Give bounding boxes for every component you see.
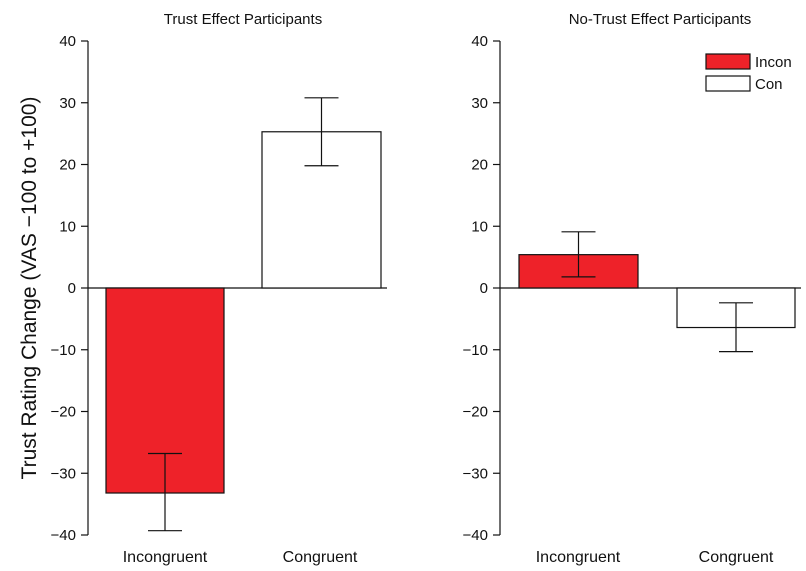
legend-label: Incon: [755, 54, 792, 71]
y-tick-label: 40: [59, 33, 76, 50]
y-tick-label: −40: [51, 527, 76, 544]
chart-panel-1: Trust Effect Participants 40 30 20 10 0 −10 −20…: [18, 11, 387, 566]
y-tick-label: −20: [51, 404, 76, 421]
y-tick-label: 10: [59, 218, 76, 235]
x-category-label: Congruent: [699, 549, 774, 566]
y-tick-label: 20: [59, 157, 76, 174]
chart-title: Trust Effect Participants: [164, 11, 322, 28]
legend-label: Con: [755, 76, 783, 93]
y-tick-label: −30: [51, 465, 76, 482]
y-tick-label: 10: [471, 218, 488, 235]
y-tick-label: −10: [463, 342, 488, 359]
x-category-label: Incongruent: [123, 549, 208, 566]
x-category-label: Congruent: [283, 549, 358, 566]
y-tick-label: 30: [59, 95, 76, 112]
chart-title: No-Trust Effect Participants: [569, 11, 752, 28]
legend: Incon Con: [705, 53, 792, 93]
chart-panel-2: No-Trust Effect Participants 40 30 20 10 0 −10…: [463, 11, 801, 566]
y-axis-label: Trust Rating Change (VAS −100 to +100): [18, 97, 41, 480]
legend-swatch: [705, 75, 751, 92]
y-tick-label: −20: [463, 404, 488, 421]
y-tick-label: 40: [471, 33, 488, 50]
y-tick-label: 20: [471, 157, 488, 174]
legend-swatch: [705, 53, 751, 70]
y-tick-label: 30: [471, 95, 488, 112]
y-tick-label: −10: [51, 342, 76, 359]
y-tick-label: −40: [463, 527, 488, 544]
x-category-label: Incongruent: [536, 549, 621, 566]
y-tick-label: −30: [463, 465, 488, 482]
y-tick-label: 0: [480, 280, 488, 297]
y-tick-label: 0: [68, 280, 76, 297]
